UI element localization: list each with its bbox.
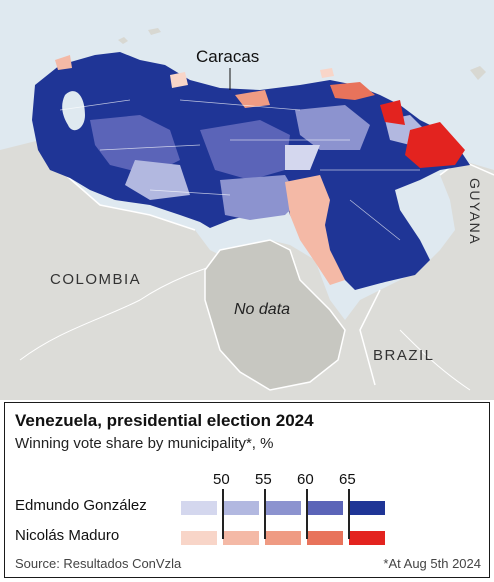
region-maduro-west: [55, 55, 72, 70]
region-blue-mid-2: [200, 120, 290, 180]
legend-swatch: [349, 501, 385, 515]
legend-panel: Venezuela, presidential election 2024 Wi…: [4, 402, 490, 578]
legend-swatch: [223, 531, 259, 545]
map-canvas: [0, 0, 494, 400]
footnote: *At Aug 5th 2024: [383, 556, 481, 571]
island-aruba: [118, 37, 128, 44]
no-data-region: [204, 239, 346, 391]
legend-swatch: [307, 531, 343, 545]
region-blue-light-1: [220, 175, 300, 220]
lake-maracaibo: [62, 91, 85, 131]
legend-title: Venezuela, presidential election 2024: [15, 411, 314, 430]
legend-divider-55: [264, 489, 266, 539]
island-curacao: [148, 28, 161, 35]
region-maduro-light: [285, 175, 345, 285]
region-maduro-small: [170, 72, 188, 88]
label-brazil: BRAZIL: [373, 347, 435, 364]
region-blue-mid-1: [90, 115, 180, 175]
legend-divider-65: [348, 489, 350, 539]
legend-swatch: [349, 531, 385, 545]
election-map: Caracas COLOMBIA BRAZIL GUYANA No data: [0, 0, 494, 400]
municipality-boundaries: [59, 99, 420, 241]
label-colombia: COLOMBIA: [50, 271, 142, 288]
legend-swatch: [181, 531, 217, 545]
region-blue-light-2: [295, 105, 370, 150]
region-maduro-strong-1: [380, 100, 405, 125]
region-blue-palest: [285, 145, 320, 170]
legend-divider-60: [306, 489, 308, 539]
label-caracas: Caracas: [196, 47, 260, 66]
legend-swatch: [181, 501, 217, 515]
label-no-data: No data: [234, 301, 291, 318]
legend-threshold-55: 55: [255, 471, 272, 488]
legend-threshold-65: 65: [339, 471, 356, 488]
region-maduro-strong-2: [405, 122, 465, 168]
label-guyana: GUYANA: [467, 178, 483, 246]
legend-row-maduro: Nicolás Maduro: [15, 527, 120, 544]
region-blue-lightest: [125, 160, 190, 200]
legend-swatch: [307, 501, 343, 515]
legend-swatch: [265, 531, 301, 545]
legend-subtitle: Winning vote share by municipality*, %: [15, 435, 274, 452]
region-maduro-coast: [330, 82, 375, 100]
legend-row-gonzalez: Edmundo González: [15, 497, 147, 514]
island-trinidad: [470, 66, 486, 80]
legend-swatch: [223, 501, 259, 515]
region-maduro-island: [320, 68, 334, 78]
legend-swatch: [265, 501, 301, 515]
region-maduro-caracas: [235, 90, 270, 108]
legend-threshold-50: 50: [213, 471, 230, 488]
legend-divider-50: [222, 489, 224, 539]
source-note: Source: Resultados ConVzla: [15, 556, 182, 571]
legend-threshold-60: 60: [297, 471, 314, 488]
